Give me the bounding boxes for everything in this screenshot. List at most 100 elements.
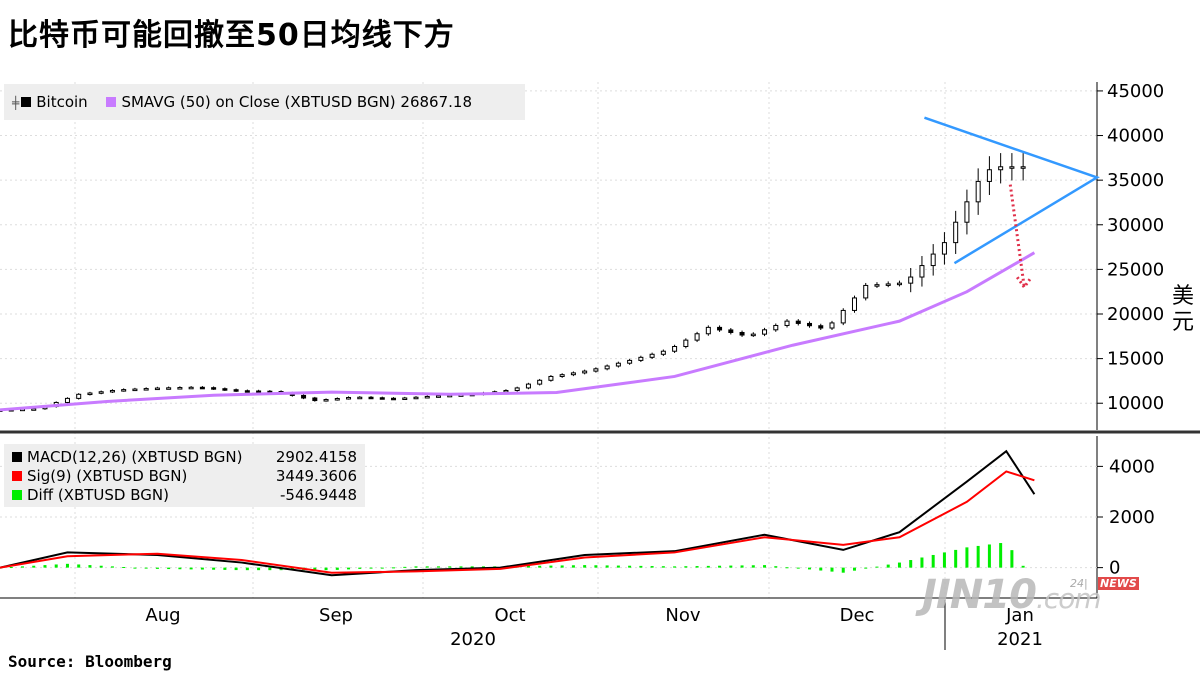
candle-body — [694, 333, 700, 341]
diff-bar — [144, 567, 148, 569]
candle-body — [166, 387, 172, 390]
diff-bar — [538, 565, 542, 568]
sma-legend-label: SMAVG (50) on Close (XBTUSD BGN) 26867.1… — [121, 93, 472, 111]
candle-body — [323, 399, 329, 402]
diff-bar — [886, 564, 890, 568]
diff-bar — [751, 565, 755, 568]
candle-body — [424, 395, 430, 399]
price-tick-label: 20000 — [1107, 304, 1164, 325]
macd-tick-label: 2000 — [1109, 507, 1155, 528]
candle-body — [998, 166, 1004, 171]
macd-line — [0, 449, 1036, 577]
candle-body — [211, 387, 217, 390]
diff-bar — [560, 565, 564, 568]
diff-bar — [32, 565, 36, 568]
diff-bar — [88, 565, 92, 568]
candle-body — [177, 387, 183, 390]
candle-body — [548, 375, 554, 381]
diff-bar — [9, 566, 13, 568]
candle-body — [346, 396, 352, 400]
sig-legend-label: Sig(9) (XBTUSD BGN) — [27, 466, 188, 485]
candle-body — [368, 396, 374, 400]
candle-body — [885, 283, 891, 286]
candle-body — [627, 359, 633, 364]
candle-body — [953, 221, 959, 244]
candle-body — [537, 379, 543, 385]
source-note: Source: Bloomberg — [8, 652, 172, 671]
diff-bar — [808, 567, 812, 570]
diff-bar — [841, 567, 845, 573]
diff-bar — [245, 567, 249, 571]
diff-bar — [313, 567, 317, 571]
candle-body — [132, 388, 138, 392]
diff-bar — [459, 566, 463, 568]
diff-bar — [436, 566, 440, 568]
x-month-label: Dec — [840, 605, 875, 626]
signal-line — [0, 470, 1035, 574]
diff-bar — [583, 565, 587, 568]
x-month-label: Nov — [665, 605, 700, 626]
diff-bar — [178, 567, 182, 570]
candle-body — [109, 389, 115, 393]
diff-bar — [819, 567, 823, 571]
diff-bar — [639, 565, 643, 568]
candle-body — [31, 408, 37, 411]
candle-body — [514, 387, 520, 391]
diff-bar — [223, 567, 227, 570]
diff-bar — [729, 565, 733, 568]
diff-bar — [616, 565, 620, 568]
diff-bar — [77, 564, 81, 568]
diff-bar — [369, 567, 373, 569]
diff-bar — [1021, 565, 1025, 568]
price-tick-label: 45000 — [1107, 81, 1164, 102]
sma-50-line — [0, 251, 1036, 412]
diff-bar — [335, 567, 339, 570]
diff-bar — [200, 567, 204, 570]
diff-bar — [167, 567, 171, 570]
candle-body — [379, 397, 385, 400]
candle-body — [660, 350, 666, 355]
candle-body — [525, 383, 531, 389]
diff-bar — [897, 562, 901, 568]
sma-legend-swatch — [106, 97, 117, 107]
candle-body — [930, 253, 936, 267]
diff-bar — [942, 552, 946, 568]
x-month-label: Oct — [494, 605, 525, 626]
sig-legend-value: 3449.3606 — [275, 466, 357, 485]
candle-body — [391, 397, 397, 401]
candle-body — [964, 201, 970, 223]
candle-body — [334, 398, 340, 401]
diff-bar — [605, 565, 609, 568]
candle-body — [739, 331, 745, 336]
candle-body — [728, 329, 734, 333]
diff-bar — [661, 566, 665, 568]
diff-swatch — [12, 489, 22, 500]
candle-body — [570, 372, 576, 376]
candle-body — [941, 242, 947, 255]
price-tick-label: 10000 — [1107, 393, 1164, 414]
diff-bar — [1010, 550, 1014, 568]
candle-body — [908, 276, 914, 284]
bitcoin-legend-label: Bitcoin — [36, 93, 88, 111]
candle-body — [188, 386, 194, 390]
candle-body — [705, 326, 711, 335]
diff-bar — [594, 565, 598, 568]
candle-body — [840, 309, 846, 324]
diff-bar — [99, 565, 103, 568]
diff-bar — [954, 549, 958, 568]
diff-bar — [425, 566, 429, 568]
price-tick-label: 30000 — [1107, 215, 1164, 236]
x-month-label: Sep — [319, 605, 353, 626]
candle-body — [896, 282, 902, 286]
candle-body — [683, 339, 689, 348]
candle-body — [795, 320, 801, 324]
diff-bar — [257, 567, 261, 571]
candle-body — [874, 284, 880, 287]
sig-legend-row: Sig(9) (XBTUSD BGN) 3449.3606 — [12, 466, 357, 485]
candle-body — [829, 322, 835, 329]
diff-bar — [122, 566, 126, 568]
candle-body — [649, 353, 655, 358]
triangle-annotation — [924, 116, 1100, 265]
diff-bar — [448, 566, 452, 568]
candle-body — [222, 388, 228, 391]
